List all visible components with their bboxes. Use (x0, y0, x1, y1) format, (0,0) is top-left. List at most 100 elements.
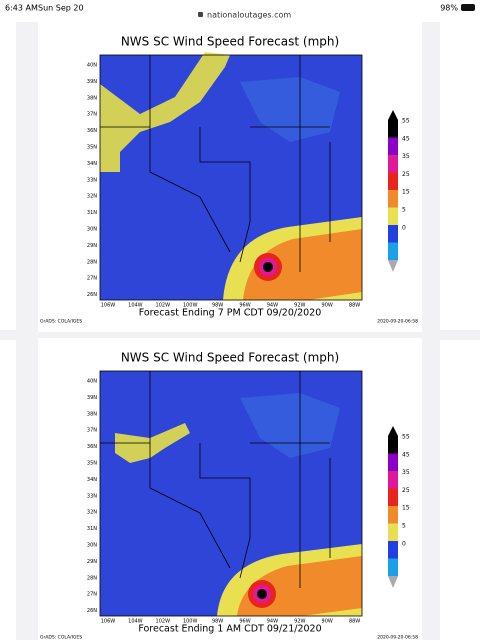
light-wind (240, 393, 340, 458)
lon-label: 100W (183, 619, 198, 625)
colorbar-swatch (388, 225, 398, 243)
battery-icon (461, 4, 475, 11)
colorbar-swatch (388, 137, 398, 155)
lon-label: 92W (294, 303, 305, 309)
status-date: Sun Sep 20 (38, 4, 84, 13)
map-frame (99, 54, 363, 301)
lat-label: 28N (87, 575, 97, 581)
lon-label: 102W (156, 303, 171, 309)
colorbar-label: 55 (402, 118, 410, 125)
prev-image-edge (0, 22, 16, 330)
colorbar-swatch (388, 190, 398, 208)
storm-core (257, 589, 267, 599)
map-title: NWS SC Wind Speed Forecast (mph) (121, 35, 339, 49)
colorbar-bottom (388, 260, 398, 272)
colorbar-label: 0 (402, 540, 406, 547)
light-wind (240, 77, 340, 142)
colorbar-swatch (388, 453, 398, 471)
lon-label: 98W (212, 303, 223, 309)
next-image-edge (440, 22, 480, 330)
colorbar-top (388, 110, 398, 120)
colorbar-label: 5 (402, 207, 406, 214)
lat-label: 40N (87, 63, 97, 69)
lat-label: 35N (87, 145, 97, 151)
colorbar-label: 55 (402, 434, 410, 441)
status-bar (0, 0, 480, 22)
url[interactable]: nationaloutages.com (207, 11, 291, 20)
map-title: NWS SC Wind Speed Forecast (mph) (121, 351, 339, 365)
colorbar-label: 25 (402, 487, 410, 494)
lon-label: 106W (101, 303, 116, 309)
lat-label: 36N (87, 444, 97, 450)
lon-label: 92W (294, 619, 305, 625)
colorbar-swatch (388, 506, 398, 524)
lat-label: 33N (87, 177, 97, 183)
storm-core (263, 262, 273, 272)
colorbar-label: 15 (402, 189, 410, 196)
colorbar-swatch (388, 436, 398, 454)
colorbar-swatch (388, 242, 398, 260)
lon-label: 94W (267, 619, 278, 625)
colorbar-swatch (388, 155, 398, 173)
lat-label: 37N (87, 112, 97, 118)
colorbar-top (388, 426, 398, 436)
lat-label: 36N (87, 128, 97, 134)
colorbar-label: 45 (402, 135, 410, 142)
next-image-edge (440, 340, 480, 640)
lat-label: 26N (87, 608, 97, 614)
image-source: GrADS: COLA/IGES (40, 635, 82, 640)
lat-label: 40N (87, 379, 97, 385)
colorbar-label: 35 (402, 153, 410, 160)
lat-label: 31N (87, 526, 97, 532)
lon-label: 88W (349, 619, 360, 625)
lon-label: 104W (128, 303, 143, 309)
colorbar-label: 0 (402, 224, 406, 231)
lat-label: 26N (87, 292, 97, 298)
colorbar-swatch (388, 471, 398, 489)
colorbar-swatch (388, 523, 398, 541)
lat-label: 39N (87, 79, 97, 85)
lat-label: 29N (87, 559, 97, 565)
lat-label: 30N (87, 227, 97, 233)
lat-label: 33N (87, 493, 97, 499)
wind-band (100, 52, 230, 172)
colorbar-label: 35 (402, 469, 410, 476)
state-borders (100, 371, 331, 588)
colorbar-swatch (388, 120, 398, 138)
lon-label: 102W (156, 619, 171, 625)
image-timestamp: 2020-09-20-06:58 (377, 319, 418, 325)
colorbar-label: 25 (402, 171, 410, 178)
lat-label: 38N (87, 95, 97, 101)
colorbar-label: 5 (402, 523, 406, 530)
battery-percent: 98% (440, 4, 458, 13)
lon-label: 104W (128, 619, 143, 625)
map-frame (99, 370, 363, 617)
lat-label: 31N (87, 210, 97, 216)
lat-label: 29N (87, 243, 97, 249)
lon-label: 106W (101, 619, 116, 625)
storm-orange (243, 229, 362, 300)
lon-label: 90W (322, 619, 333, 625)
forecast-image: NWS SC Wind Speed Forecast (mph) 40N 39N 38… (38, 338, 422, 640)
colorbar-label: 15 (402, 505, 410, 512)
lon-label: 88W (349, 303, 360, 309)
lat-label: 34N (87, 161, 97, 167)
colorbar-swatch (388, 488, 398, 506)
lon-label: 100W (183, 303, 198, 309)
forecast-caption: Forecast Ending 1 AM CDT 09/21/2020 (138, 624, 321, 635)
lat-label: 38N (87, 411, 97, 417)
lat-label: 30N (87, 543, 97, 549)
lat-label: 27N (87, 592, 97, 598)
image-timestamp: 2020-09-20-06:58 (377, 635, 418, 640)
lon-label: 98W (212, 619, 223, 625)
prev-image-edge (0, 340, 16, 640)
lat-label: 27N (87, 276, 97, 282)
colorbar-bottom (388, 576, 398, 588)
lon-label: 90W (322, 303, 333, 309)
colorbar-swatch (388, 541, 398, 559)
lon-label: 96W (239, 619, 250, 625)
forecast-caption: Forecast Ending 7 PM CDT 09/20/2020 (139, 308, 322, 319)
lat-label: 35N (87, 461, 97, 467)
